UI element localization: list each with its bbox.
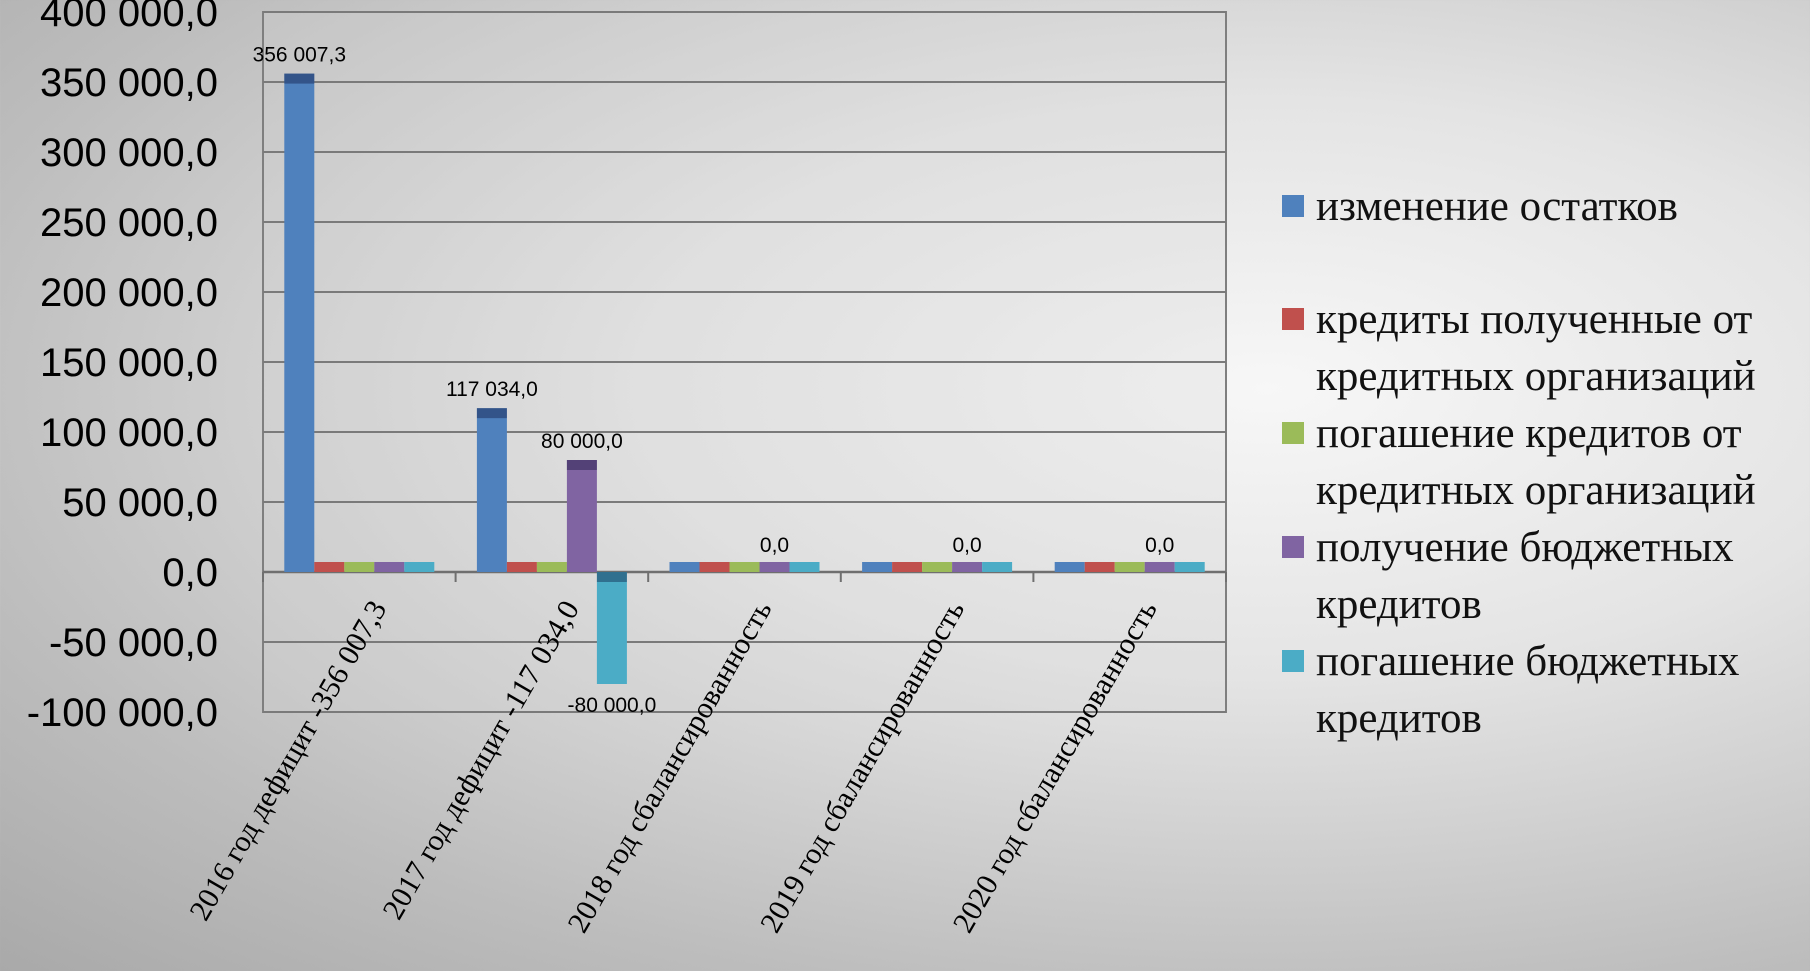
bar-body (566, 460, 597, 572)
y-tick-label: 0,0 (162, 551, 218, 595)
bar (284, 73, 315, 572)
bar-cap (284, 73, 315, 84)
legend-item: получение бюджетных кредитов (1282, 519, 1810, 633)
bar (789, 562, 820, 572)
bar (374, 562, 405, 572)
bar (1114, 562, 1145, 572)
bar-cap (476, 408, 507, 419)
bar-cap (566, 460, 597, 470)
data-label: 356 007,3 (253, 44, 346, 67)
legend-item: погашение кредитов от кредитных организа… (1282, 405, 1810, 519)
data-label: 0,0 (952, 534, 981, 557)
legend-item: погашение бюджетных кредитов (1282, 633, 1810, 747)
y-tick-label: 50 000,0 (62, 481, 218, 525)
bar-body (476, 408, 507, 572)
bar-body (789, 562, 820, 572)
gridlines (263, 11, 1226, 713)
bar-body (506, 562, 537, 572)
bar (404, 562, 435, 572)
bar (982, 562, 1013, 572)
bar (862, 562, 893, 572)
bar (1144, 562, 1175, 572)
data-label: -80 000,0 (568, 694, 657, 717)
bar-body (982, 562, 1013, 572)
bar-body (314, 562, 345, 572)
bars (284, 73, 1205, 684)
bar-body (922, 562, 953, 572)
legend-label: погашение кредитов от кредитных организа… (1316, 410, 1756, 514)
legend: изменение остатков кредиты полученные от… (1282, 178, 1810, 747)
bar-body (1144, 562, 1175, 572)
bar-body (404, 562, 435, 572)
bar-body (344, 562, 375, 572)
bar (314, 562, 345, 572)
bar-body (759, 562, 790, 572)
bar-body (1054, 562, 1085, 572)
bar (1084, 562, 1115, 572)
legend-swatch (1282, 536, 1304, 558)
bar (506, 562, 537, 572)
y-tick-label: 350 000,0 (40, 61, 218, 105)
bar (566, 460, 597, 572)
legend-swatch (1282, 422, 1304, 444)
bar (596, 572, 627, 684)
bar (1054, 562, 1085, 572)
legend-item: изменение остатков (1282, 178, 1810, 235)
y-tick-label: -100 000,0 (27, 691, 218, 735)
bar (344, 562, 375, 572)
legend-swatch (1282, 308, 1304, 330)
bar-body (669, 562, 700, 572)
bar-body (729, 562, 760, 572)
legend-swatch (1282, 195, 1304, 217)
y-tick-label: 250 000,0 (40, 201, 218, 245)
bar-body (596, 572, 627, 684)
bar (536, 562, 567, 572)
y-tick-label: 200 000,0 (40, 271, 218, 315)
bar-body (1114, 562, 1145, 572)
bar-body (699, 562, 730, 572)
y-axis-labels: -100 000,0 -50 000,0 0,0 50 000,0 100 000,0 1… (27, 0, 218, 735)
bar-cap (596, 572, 627, 582)
bar (729, 562, 760, 572)
y-tick-label: 100 000,0 (40, 411, 218, 455)
bar (476, 408, 507, 572)
bar-body (284, 73, 315, 572)
data-label: 80 000,0 (541, 430, 623, 453)
y-tick-label: 400 000,0 (40, 0, 218, 35)
bar (952, 562, 983, 572)
bar-body (536, 562, 567, 572)
bar-body (1174, 562, 1205, 572)
bar (892, 562, 923, 572)
legend-label: изменение остатков (1316, 183, 1678, 230)
bar-body (892, 562, 923, 572)
legend-label: погашение бюджетных кредитов (1316, 638, 1740, 742)
bar (1174, 562, 1205, 572)
bar (669, 562, 700, 572)
bar-body (1084, 562, 1115, 572)
bar-body (862, 562, 893, 572)
legend-label: кредиты полученные от кредитных организа… (1316, 296, 1756, 400)
data-labels: 356 007,3 117 034,0 80 000,0 -80 000,0 0,0 0,… (253, 44, 1175, 717)
legend-item: кредиты полученные от кредитных организа… (1282, 291, 1810, 405)
y-tick-label: 300 000,0 (40, 131, 218, 175)
data-label: 117 034,0 (446, 378, 538, 401)
bar (699, 562, 730, 572)
bar (759, 562, 790, 572)
data-label: 0,0 (760, 534, 789, 557)
data-label: 0,0 (1145, 534, 1174, 557)
legend-label: получение бюджетных кредитов (1316, 524, 1734, 628)
bar (922, 562, 953, 572)
legend-swatch (1282, 650, 1304, 672)
y-tick-label: -50 000,0 (49, 621, 218, 665)
bar-body (952, 562, 983, 572)
bar-body (374, 562, 405, 572)
y-tick-label: 150 000,0 (40, 341, 218, 385)
